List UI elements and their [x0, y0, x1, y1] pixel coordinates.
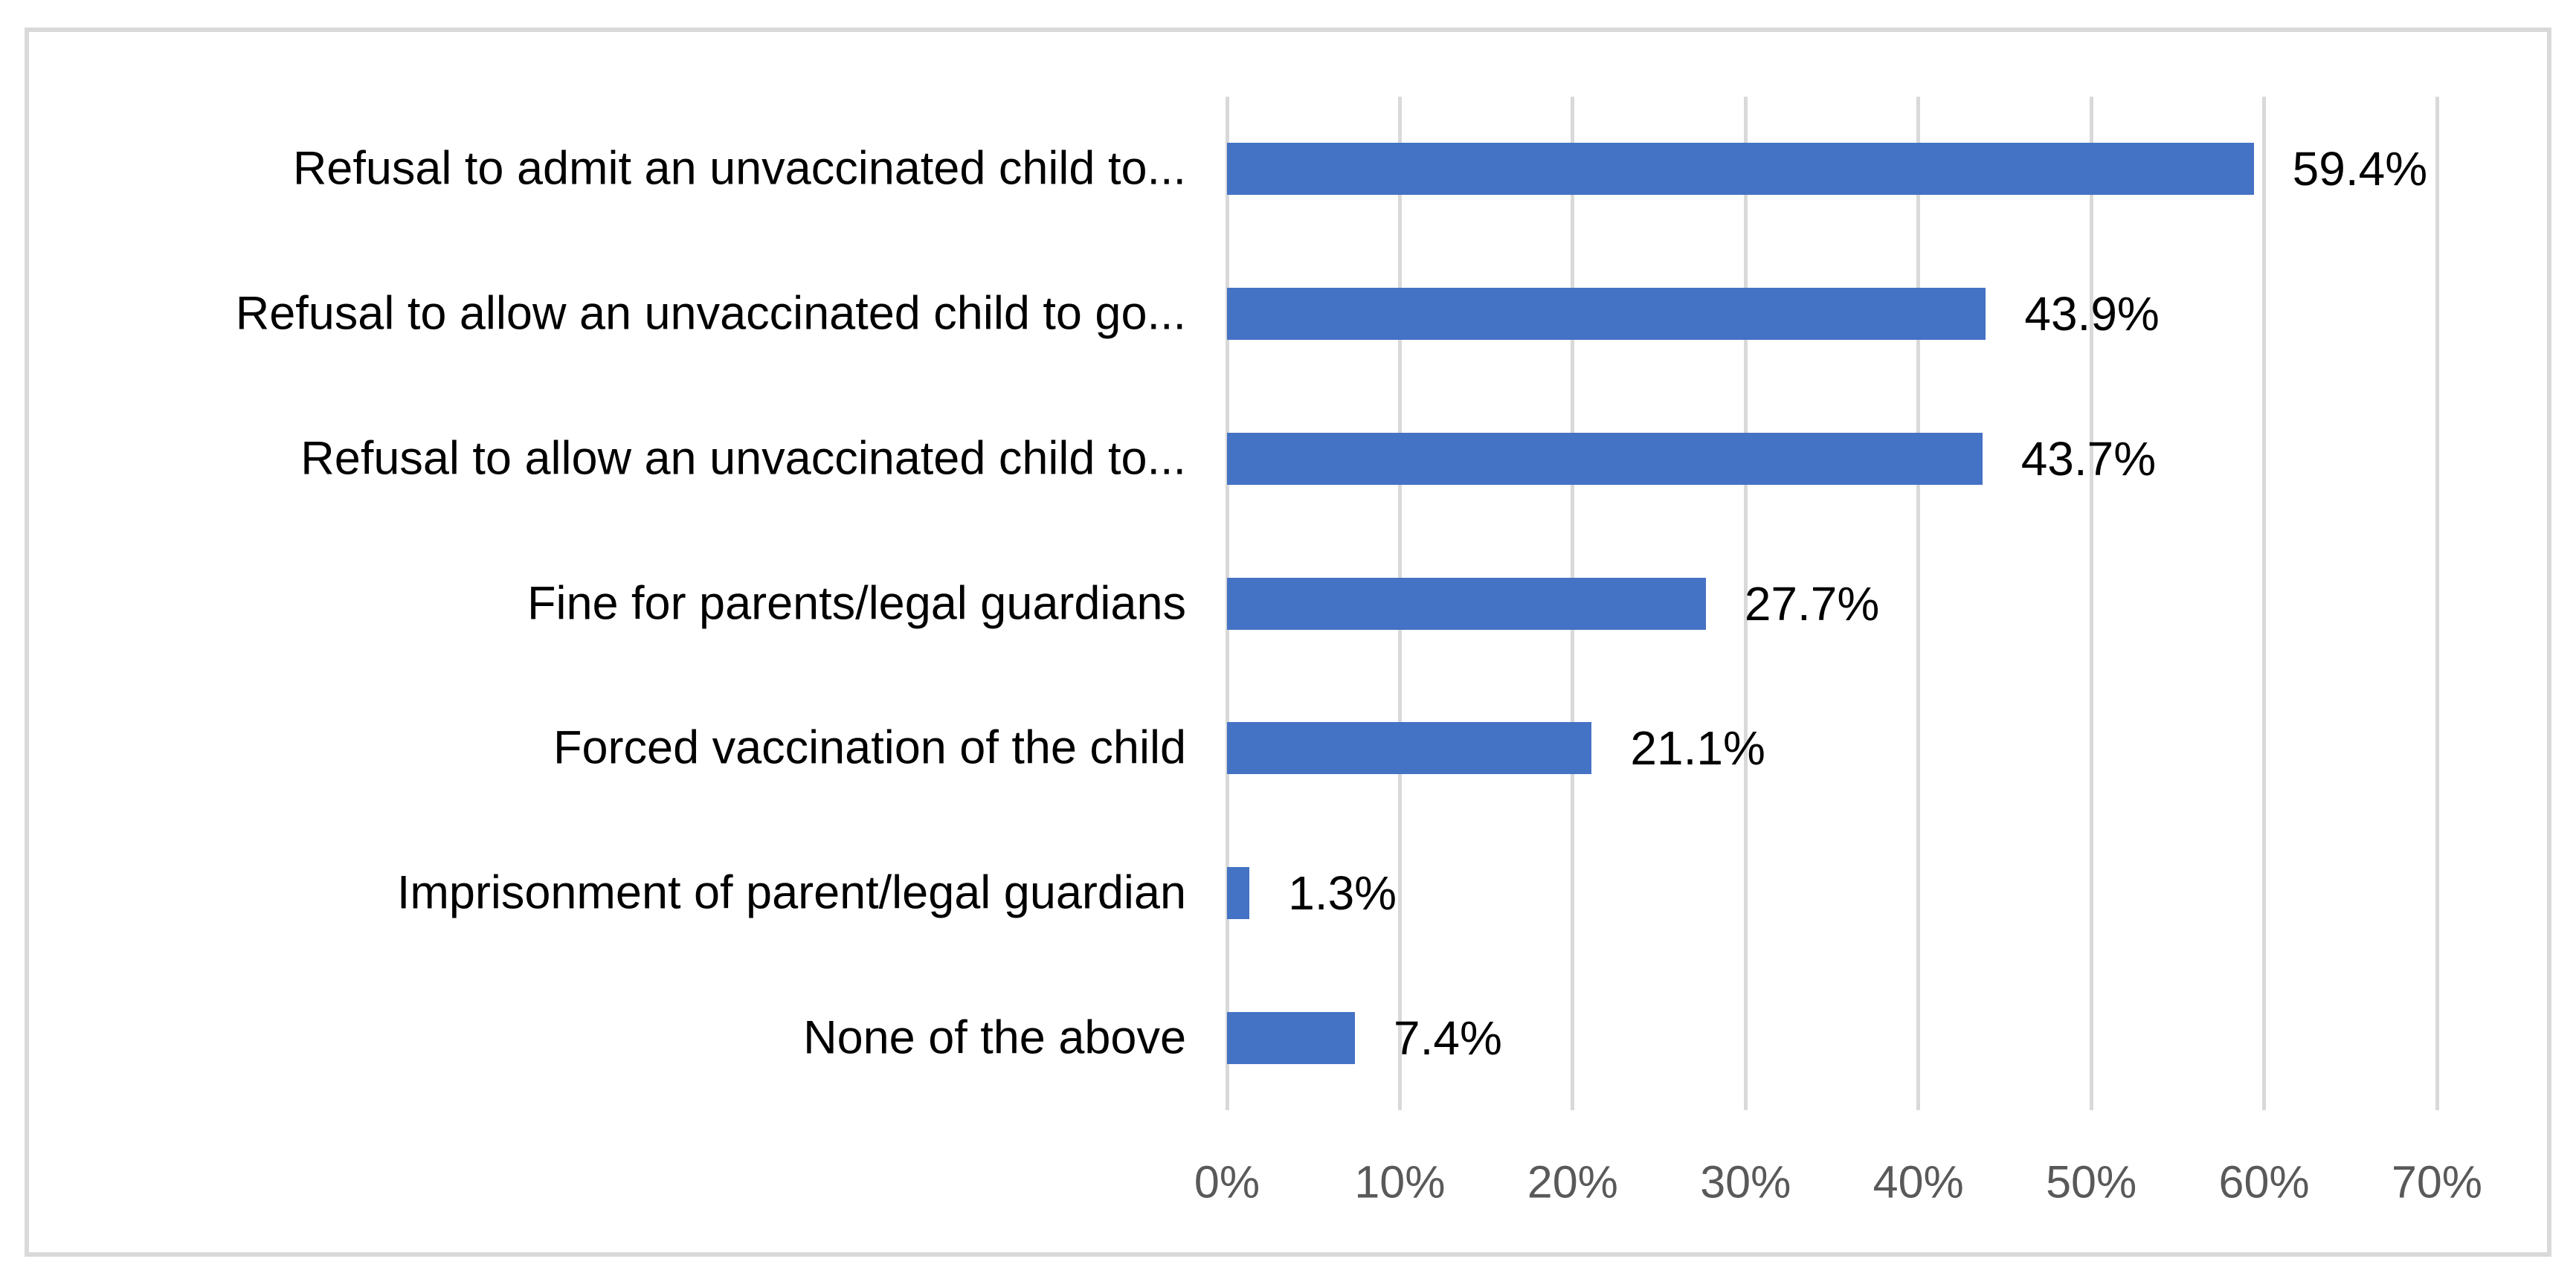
- category-label: Refusal to admit an unvaccinated child t…: [292, 142, 1186, 195]
- category-label: None of the above: [803, 1011, 1186, 1064]
- bar-value-label: 7.4%: [1393, 1011, 1502, 1065]
- x-axis-tick-label: 60%: [2218, 1156, 2310, 1208]
- gridline: [1916, 97, 1921, 1110]
- chart-frame: Refusal to admit an unvaccinated child t…: [25, 28, 2551, 1257]
- x-axis-tick-label: 10%: [1354, 1156, 1446, 1208]
- bar-value-label: 21.1%: [1630, 721, 1765, 776]
- category-label: Refusal to allow an unvaccinated child t…: [300, 432, 1186, 485]
- category-label: Fine for parents/legal guardians: [527, 577, 1186, 629]
- x-axis-tick-label: 0%: [1194, 1156, 1260, 1208]
- bar: [1227, 722, 1592, 775]
- gridline: [2089, 97, 2093, 1110]
- bar: [1227, 432, 1983, 485]
- bar: [1227, 577, 1706, 630]
- bar: [1227, 1011, 1355, 1064]
- x-axis-tick-label: 50%: [2046, 1156, 2137, 1208]
- bar-value-label: 43.9%: [2024, 287, 2160, 341]
- gridline: [2435, 97, 2439, 1110]
- bar-value-label: 1.3%: [1288, 866, 1397, 920]
- x-axis-tick-label: 70%: [2391, 1156, 2483, 1208]
- category-label: Imprisonment of parent/legal guardian: [396, 866, 1186, 919]
- gridline: [1743, 97, 1748, 1110]
- category-label: Forced vaccination of the child: [553, 721, 1186, 774]
- bar-value-label: 59.4%: [2292, 142, 2428, 196]
- bar: [1227, 866, 1250, 919]
- bar-value-label: 43.7%: [2020, 431, 2157, 486]
- bar: [1227, 288, 1986, 341]
- category-label: Refusal to allow an unvaccinated child t…: [235, 287, 1186, 340]
- x-axis-tick-label: 40%: [1873, 1156, 1964, 1208]
- x-axis-tick-label: 20%: [1527, 1156, 1618, 1208]
- bar: [1227, 143, 2254, 196]
- x-axis-tick-label: 30%: [1700, 1156, 1791, 1208]
- plot-area: 59.4% 43.9% 43.7% 27.7% 21.1% 1.3% 7.4%: [1225, 97, 2439, 1110]
- gridline: [2262, 97, 2267, 1110]
- bar-value-label: 27.7%: [1744, 576, 1880, 631]
